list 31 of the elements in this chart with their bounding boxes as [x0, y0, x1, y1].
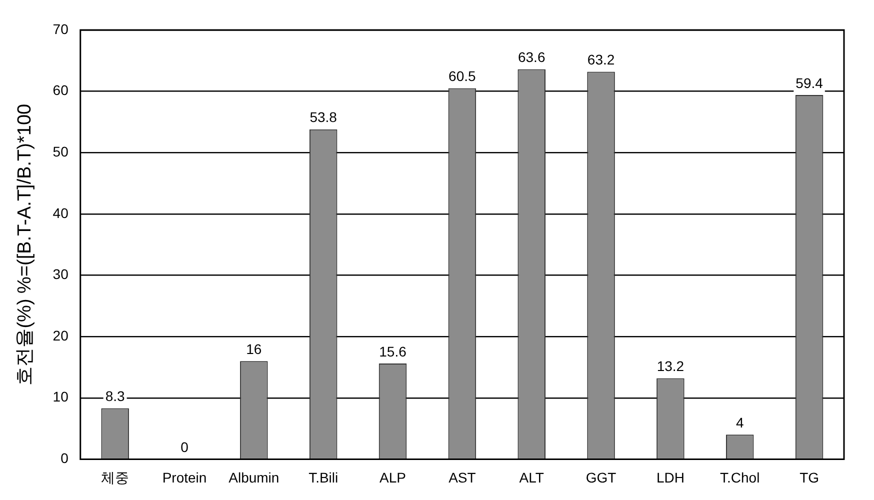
y-tick-label: 20 — [52, 327, 69, 344]
y-tick-label: 70 — [52, 20, 69, 37]
data-label: 59.4 — [796, 74, 824, 91]
data-label: 0 — [180, 439, 189, 456]
y-tick-label: 10 — [52, 388, 69, 405]
y-tick-label: 50 — [52, 143, 69, 160]
data-label: 4 — [736, 414, 744, 431]
x-tick-label: LDH — [656, 469, 684, 486]
data-label: 13.2 — [656, 358, 684, 374]
data-label: 63.6 — [518, 49, 546, 66]
y-tick-label: 60 — [52, 82, 69, 98]
x-tick-label: Albumin — [228, 469, 280, 486]
x-tick-label: TG — [800, 469, 820, 486]
data-label: 63.2 — [587, 52, 615, 68]
y-axis-title: 호전율(%) %=([B.T-A.T]/B.T)*100 — [14, 104, 36, 386]
x-tick-label: T.Bili — [308, 469, 338, 486]
x-tick-label: ALP — [380, 469, 406, 486]
data-label: 8.3 — [105, 388, 126, 404]
x-tick-label: AST — [448, 469, 476, 486]
x-tick-label: ALT — [519, 469, 544, 486]
y-tick-label: 40 — [52, 204, 69, 221]
x-tick-label: Protein — [162, 469, 207, 486]
y-tick-label: 30 — [52, 266, 69, 282]
data-label: 60.5 — [448, 68, 476, 84]
y-tick-label: 0 — [60, 450, 69, 466]
x-tick-label: GGT — [586, 469, 617, 486]
x-tick-label: 체중 — [101, 469, 130, 486]
data-label: 16 — [246, 340, 262, 357]
x-tick-label: T.Chol — [720, 469, 760, 486]
data-label: 53.8 — [310, 109, 338, 126]
data-label: 15.6 — [379, 343, 407, 360]
